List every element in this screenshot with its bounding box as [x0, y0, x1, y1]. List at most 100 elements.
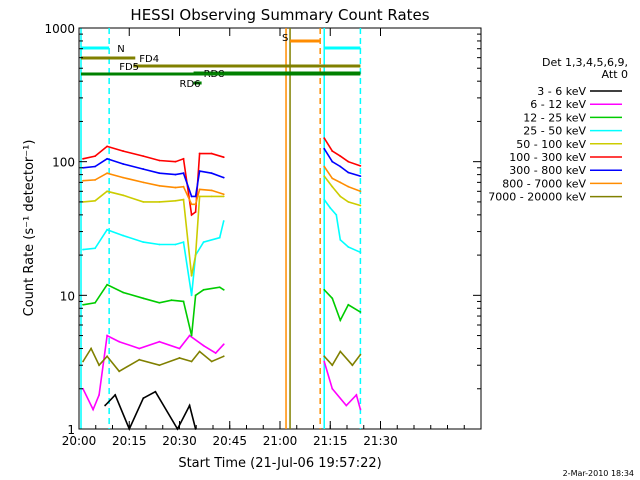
data-point	[359, 408, 362, 411]
flag-label-n: N	[117, 44, 124, 55]
data-point	[94, 179, 96, 181]
data-point	[202, 288, 205, 291]
data-point	[122, 234, 125, 237]
x-tick-label: 21:30	[363, 434, 398, 448]
data-point	[218, 236, 221, 239]
data-point	[222, 288, 225, 291]
data-point	[222, 220, 225, 222]
data-point	[339, 181, 342, 184]
data-point	[359, 311, 362, 313]
data-point	[331, 185, 334, 188]
x-axis-label: Start Time (21-Jul-06 19:57:22)	[178, 456, 381, 471]
series-line	[323, 175, 361, 207]
legend-label: 12 - 25 keV	[523, 111, 586, 124]
data-point	[106, 145, 109, 148]
flag-label-rd6: RD6	[180, 79, 201, 90]
data-point	[198, 350, 201, 353]
data-point	[331, 364, 334, 367]
data-point	[190, 294, 193, 297]
data-point	[194, 254, 197, 256]
data-point	[82, 360, 84, 363]
data-point	[142, 241, 145, 244]
legend-header: Att 0	[602, 68, 628, 81]
data-point	[359, 353, 362, 356]
data-point	[190, 360, 193, 363]
data-point	[122, 163, 125, 165]
series-line	[82, 157, 224, 198]
data-point	[222, 193, 225, 196]
series-line	[82, 172, 224, 206]
data-point	[351, 364, 354, 367]
data-point	[142, 397, 145, 400]
data-point	[122, 176, 125, 179]
y-tick-label: 1	[67, 423, 75, 437]
series-line	[82, 220, 225, 296]
data-point	[359, 204, 362, 207]
data-point	[118, 370, 121, 373]
x-tick-label: 20:00	[62, 434, 97, 448]
data-point	[174, 160, 177, 163]
data-point	[339, 350, 342, 353]
data-point	[323, 198, 326, 201]
legend-label: 7000 - 20000 keV	[488, 191, 586, 204]
data-point	[188, 404, 191, 407]
data-point	[202, 241, 205, 244]
data-point	[182, 241, 185, 244]
data-point	[98, 364, 100, 367]
data-point	[339, 155, 342, 158]
data-point	[106, 190, 109, 193]
data-point	[142, 155, 145, 158]
data-point	[339, 319, 342, 322]
legend-label: 300 - 800 keV	[509, 164, 586, 177]
y-axis: 1 10 100 1000	[44, 22, 481, 437]
data-point	[182, 185, 185, 188]
data-point	[347, 185, 350, 188]
data-point	[174, 186, 177, 189]
data-point	[158, 172, 161, 175]
footer-date: 2-Mar-2010 18:34	[563, 469, 634, 478]
data-point	[188, 334, 191, 337]
data-point	[104, 404, 107, 407]
data-point	[335, 213, 338, 216]
data-point	[222, 176, 225, 179]
data-point	[158, 159, 161, 162]
data-point	[92, 408, 94, 411]
data-point	[194, 203, 197, 206]
legend-label: 3 - 6 keV	[537, 85, 586, 98]
data-point	[323, 147, 326, 150]
data-point	[138, 358, 141, 361]
flag-label-fd4: FD4	[139, 54, 159, 65]
data-point	[182, 157, 185, 160]
data-point	[122, 194, 125, 197]
legend-label: 100 - 300 keV	[509, 151, 586, 164]
legend-label: 50 - 100 keV	[516, 138, 586, 151]
data-point	[331, 160, 334, 163]
data-point	[94, 199, 96, 202]
data-point	[158, 184, 161, 187]
data-point	[323, 288, 326, 291]
series-line	[323, 289, 361, 323]
data-point	[122, 150, 125, 152]
data-point	[222, 343, 225, 346]
flag-label-s: S	[282, 33, 288, 44]
data-point	[174, 173, 177, 176]
legend-header: Det 1,3,4,5,6,9,	[542, 56, 628, 69]
data-point	[106, 172, 109, 175]
data-point	[122, 291, 125, 294]
data-point	[323, 175, 326, 177]
data-point	[323, 355, 326, 358]
data-point	[210, 189, 213, 192]
data-point	[194, 211, 197, 213]
data-point	[158, 201, 161, 203]
y-axis-label: Count Rate (s⁻¹ detector⁻¹)	[22, 140, 37, 317]
data-point	[331, 297, 334, 300]
data-point	[222, 156, 225, 159]
data-point	[190, 195, 193, 198]
chart-title: HESSI Observing Summary Count Rates	[130, 6, 429, 24]
series-lines	[82, 137, 362, 432]
data-point	[182, 172, 185, 175]
data-point	[154, 390, 157, 393]
data-point	[210, 360, 213, 363]
data-point	[142, 297, 145, 300]
data-point	[210, 152, 213, 155]
